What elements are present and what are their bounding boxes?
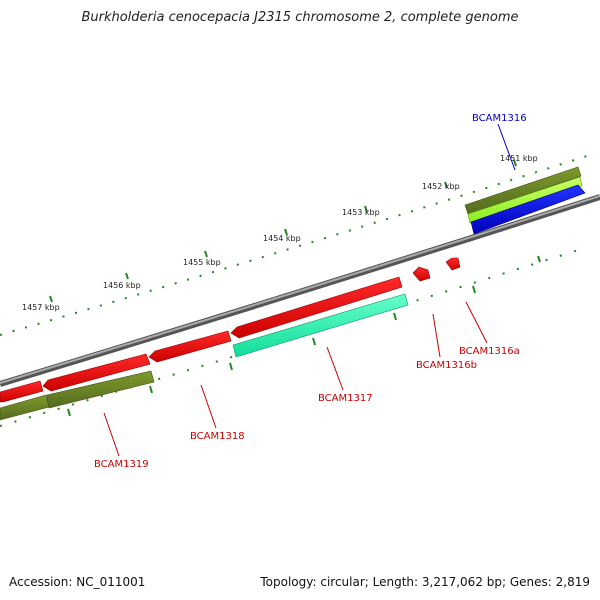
gene-label-bcam1316a[interactable]: BCAM1316a <box>459 346 520 357</box>
cds-bcam1318[interactable] <box>148 330 232 363</box>
cds-reverse-strand <box>0 257 461 403</box>
page-title: Burkholderia cenocepacia J2315 chromosom… <box>81 10 519 25</box>
gene-label-bcam1316b[interactable]: BCAM1316b <box>416 360 477 371</box>
genome-summary-text: Topology: circular; Length: 3,217,062 bp… <box>260 575 590 589</box>
gene-label-bcam1318[interactable]: BCAM1318 <box>190 431 245 442</box>
genome-backbone-highlight <box>0 195 600 384</box>
accession-text: Accession: NC_011001 <box>9 575 146 589</box>
tick-label-1453: 1453 kbp <box>342 208 380 217</box>
cds-bcam1319-red-b[interactable] <box>42 353 151 392</box>
tick-label-1455: 1455 kbp <box>183 258 221 267</box>
tick-label-1452: 1452 kbp <box>422 182 460 191</box>
cds-bcam1317-red[interactable] <box>230 276 403 339</box>
tick-label-1457: 1457 kbp <box>22 303 60 312</box>
cds-lower-track <box>0 293 409 421</box>
tick-label-1456: 1456 kbp <box>103 281 141 290</box>
cds-bcam1316-lime[interactable] <box>467 176 583 224</box>
outer-major-ticks <box>49 159 517 303</box>
inner-major-ticks <box>67 255 541 417</box>
tick-label-1454: 1454 kbp <box>263 234 301 243</box>
cds-bcam1319-olive-b[interactable] <box>46 370 155 409</box>
cds-bcam1317-mint[interactable] <box>232 293 409 358</box>
gene-label-bcam1316[interactable]: BCAM1316 <box>472 113 527 124</box>
gene-label-bcam1317[interactable]: BCAM1317 <box>318 393 373 404</box>
cds-bcam1316a[interactable] <box>445 257 461 271</box>
gene-leaders <box>103 123 516 457</box>
cds-bcam1319-red[interactable] <box>0 380 44 403</box>
cds-bcam1316-blue[interactable] <box>470 184 586 235</box>
cds-bcam1316-olive[interactable] <box>464 166 582 215</box>
gene-label-bcam1319[interactable]: BCAM1319 <box>94 459 149 470</box>
tick-label-1451: 1451 kbp <box>500 154 538 163</box>
cds-bcam1316b[interactable] <box>412 266 431 282</box>
cds-forward-strand <box>464 166 586 235</box>
outer-tick-track <box>0 154 591 336</box>
